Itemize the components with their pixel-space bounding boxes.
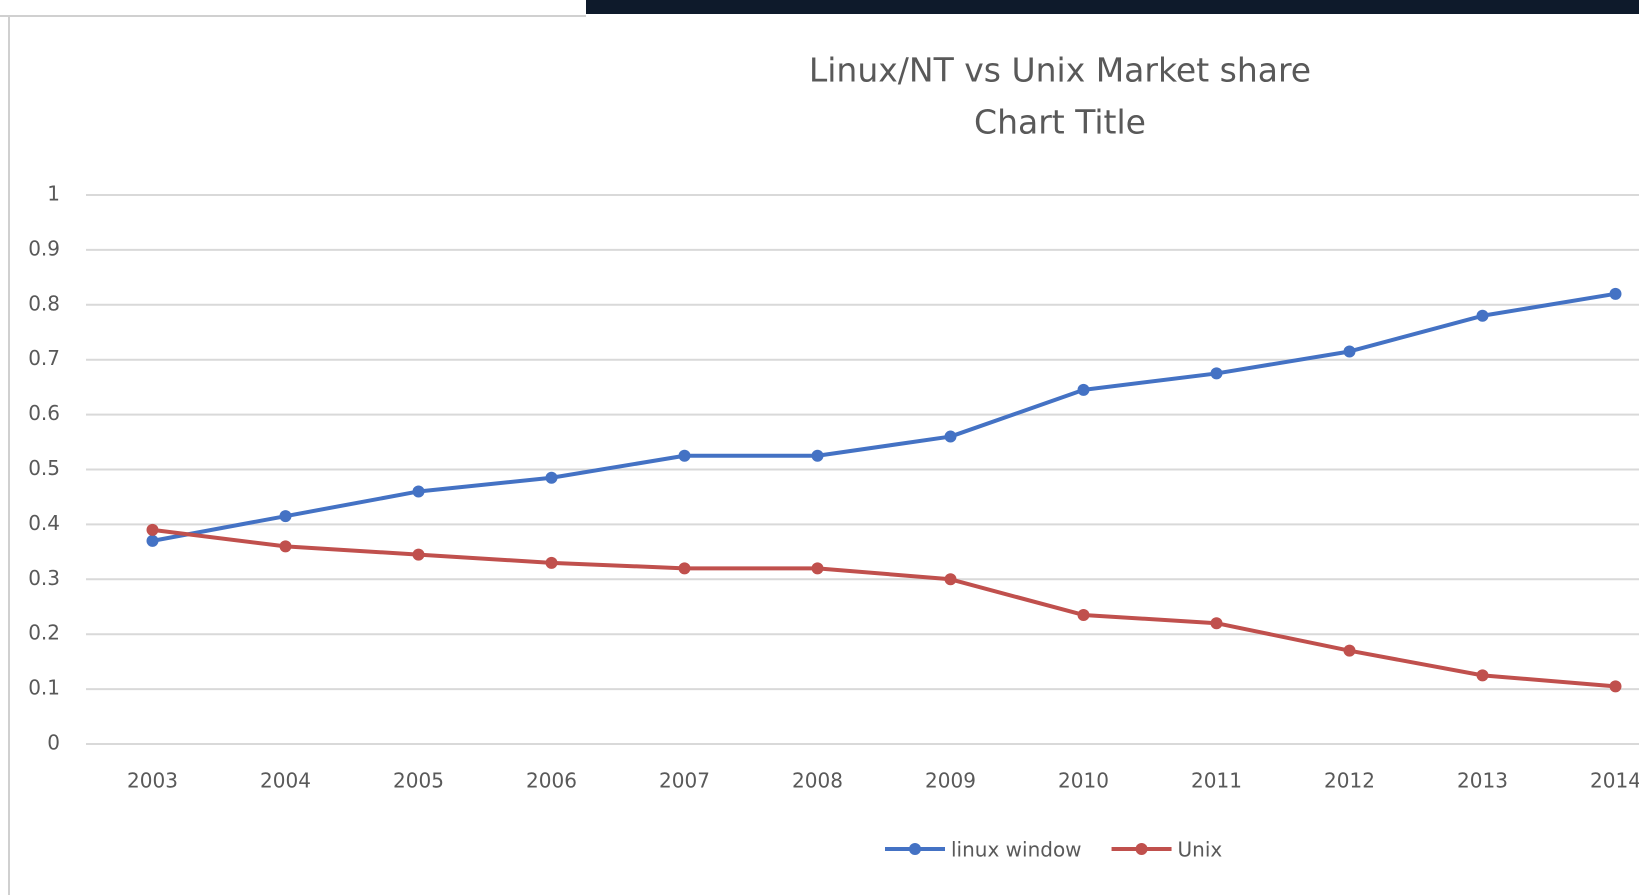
y-tick-label: 0 <box>47 731 60 755</box>
x-tick-label: 2007 <box>659 769 710 793</box>
chart-subtitle: Chart Title <box>974 103 1146 142</box>
window-bar <box>586 0 1639 14</box>
data-point <box>1343 345 1356 358</box>
data-point <box>944 573 957 586</box>
data-point <box>1476 669 1489 682</box>
x-tick-label: 2008 <box>792 769 843 793</box>
legend-label: Unix <box>1178 838 1223 862</box>
data-point <box>1476 309 1489 322</box>
x-tick-label: 2005 <box>393 769 444 793</box>
data-point <box>545 556 558 569</box>
data-point <box>545 471 558 484</box>
data-point <box>1077 608 1090 621</box>
x-tick-label: 2014 <box>1590 769 1639 793</box>
y-tick-label: 0.1 <box>28 676 60 700</box>
data-point <box>678 449 691 462</box>
data-point <box>678 562 691 575</box>
y-tick-label: 0.5 <box>28 456 60 480</box>
y-tick-label: 0.8 <box>28 291 60 315</box>
series-line <box>152 291 1616 543</box>
data-point <box>811 562 824 575</box>
x-tick-label: 2013 <box>1457 769 1508 793</box>
y-tick-label: 0.7 <box>28 346 60 370</box>
data-point <box>811 449 824 462</box>
y-tick-label: 0.6 <box>28 401 60 425</box>
legend-marker <box>909 843 921 855</box>
x-tick-label: 2004 <box>260 769 311 793</box>
data-point <box>412 485 425 498</box>
data-point <box>1343 644 1356 657</box>
x-tick-label: 2003 <box>127 769 178 793</box>
data-point <box>1609 680 1622 693</box>
data-point <box>1077 383 1090 396</box>
data-point <box>146 534 159 547</box>
x-tick-label: 2006 <box>526 769 577 793</box>
series-line <box>152 527 1616 689</box>
legend-label: linux window <box>951 838 1082 862</box>
x-tick-label: 2011 <box>1191 769 1242 793</box>
data-point <box>279 540 292 553</box>
data-point <box>944 430 957 443</box>
y-tick-label: 0.3 <box>28 566 60 590</box>
x-tick-label: 2010 <box>1058 769 1109 793</box>
x-tick-label: 2012 <box>1324 769 1375 793</box>
y-tick-label: 0.4 <box>28 511 60 535</box>
data-point <box>279 510 292 523</box>
data-point <box>146 523 159 536</box>
chart-title: Linux/NT vs Unix Market share <box>809 51 1311 90</box>
data-point <box>1609 287 1622 300</box>
legend-marker <box>1135 843 1148 855</box>
y-tick-label: 0.9 <box>28 236 60 260</box>
x-tick-label: 2009 <box>925 769 976 793</box>
data-point <box>1210 367 1223 380</box>
data-point <box>1210 617 1223 630</box>
y-tick-label: 1 <box>47 182 60 206</box>
y-tick-label: 0.2 <box>28 621 60 645</box>
data-point <box>412 548 425 561</box>
